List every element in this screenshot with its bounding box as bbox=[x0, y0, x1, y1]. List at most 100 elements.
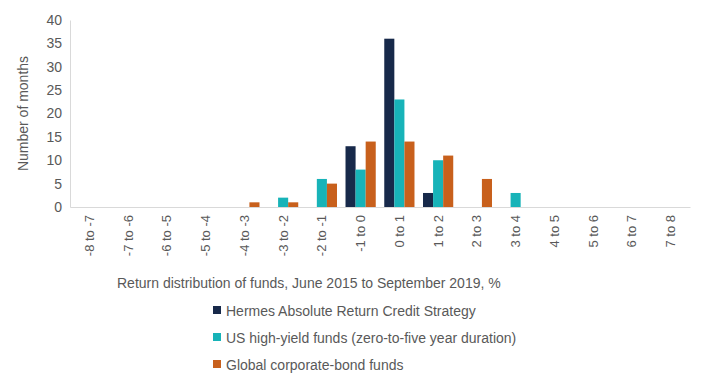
bar bbox=[404, 142, 414, 207]
y-tick-label: 25 bbox=[46, 82, 62, 98]
chart: 0510152025303540-8 to -7-7 to -6-6 to -5… bbox=[0, 0, 710, 381]
legend-swatch bbox=[213, 333, 221, 341]
bar bbox=[249, 202, 259, 207]
y-tick: 5 bbox=[54, 176, 70, 192]
y-tick-label: 15 bbox=[46, 129, 62, 145]
x-tick: 7 to 8 bbox=[663, 207, 678, 248]
y-tick-label: 5 bbox=[54, 176, 62, 192]
bar bbox=[423, 193, 433, 207]
legend-label: Global corporate-bond funds bbox=[226, 357, 403, 373]
bar bbox=[666, 207, 676, 208]
bar bbox=[394, 99, 404, 207]
legend-label: US high-yield funds (zero-to-five year d… bbox=[226, 330, 516, 346]
bar bbox=[366, 142, 376, 207]
x-tick: -7 to -6 bbox=[121, 207, 136, 256]
y-tick-label: 30 bbox=[46, 59, 62, 75]
bar bbox=[113, 207, 123, 208]
y-tick: 20 bbox=[46, 105, 70, 121]
bar bbox=[588, 207, 598, 208]
x-tick-label: 3 to 4 bbox=[508, 215, 523, 248]
y-tick-label: 40 bbox=[46, 12, 62, 28]
legend-swatch bbox=[213, 306, 221, 314]
bar bbox=[433, 160, 443, 207]
bar bbox=[656, 207, 666, 208]
x-tick: -3 to -2 bbox=[276, 207, 291, 256]
x-tick-label: -8 to -7 bbox=[82, 215, 97, 256]
x-tick-label: -6 to -5 bbox=[159, 215, 174, 256]
y-tick-label: 35 bbox=[46, 35, 62, 51]
bar bbox=[278, 198, 288, 207]
bar bbox=[559, 207, 569, 208]
bar bbox=[384, 39, 394, 207]
bar bbox=[549, 207, 559, 208]
x-tick-label: -4 to -3 bbox=[237, 215, 252, 256]
x-tick-label: 1 to 2 bbox=[431, 215, 446, 248]
bar bbox=[317, 179, 327, 207]
bar bbox=[637, 207, 647, 208]
bar bbox=[133, 207, 143, 208]
bar bbox=[172, 207, 182, 208]
bar bbox=[501, 207, 511, 208]
y-axis-title: Number of months bbox=[15, 56, 31, 171]
bar bbox=[162, 207, 172, 208]
x-tick-label: -3 to -2 bbox=[276, 215, 291, 256]
x-tick: 5 to 6 bbox=[586, 207, 601, 248]
x-tick: -8 to -7 bbox=[82, 207, 97, 256]
x-tick: 1 to 2 bbox=[431, 207, 446, 248]
y-tick-label: 20 bbox=[46, 105, 62, 121]
bar bbox=[229, 207, 239, 208]
bar bbox=[578, 207, 588, 208]
bar bbox=[617, 207, 627, 208]
bar bbox=[74, 207, 84, 208]
bar bbox=[356, 170, 366, 207]
bar bbox=[346, 146, 356, 207]
bar bbox=[511, 193, 521, 207]
bar bbox=[627, 207, 637, 208]
bars bbox=[249, 39, 520, 207]
x-tick-label: 2 to 3 bbox=[469, 215, 484, 248]
x-tick: 2 to 3 bbox=[469, 207, 484, 248]
bar bbox=[598, 207, 608, 208]
y-axis: 0510152025303540 bbox=[46, 12, 70, 215]
x-axis-line bbox=[71, 207, 691, 208]
y-tick: 35 bbox=[46, 35, 70, 51]
x-tick: -5 to -4 bbox=[198, 207, 213, 256]
x-tick-label: 0 to 1 bbox=[392, 215, 407, 248]
x-tick: 4 to 5 bbox=[547, 207, 562, 248]
bar bbox=[268, 207, 278, 208]
x-axis-title: Return distribution of funds, June 2015 … bbox=[117, 275, 501, 291]
x-tick: -4 to -3 bbox=[237, 207, 252, 256]
x-tick-label: 7 to 8 bbox=[663, 215, 678, 248]
y-tick-label: 10 bbox=[46, 152, 62, 168]
legend-label: Hermes Absolute Return Credit Strategy bbox=[226, 303, 476, 319]
y-tick: 15 bbox=[46, 129, 70, 145]
bar bbox=[211, 207, 221, 208]
x-tick: 6 to 7 bbox=[624, 207, 639, 248]
bar bbox=[84, 207, 94, 208]
y-tick: 30 bbox=[46, 59, 70, 75]
bar-series bbox=[346, 39, 434, 207]
x-tick: 0 to 1 bbox=[392, 207, 407, 248]
legend: Hermes Absolute Return Credit Strategy US… bbox=[213, 303, 516, 373]
bar bbox=[482, 179, 492, 207]
bar bbox=[472, 207, 482, 208]
bar bbox=[191, 207, 201, 208]
x-tick: -1 to 0 bbox=[353, 207, 368, 252]
x-tick-label: 4 to 5 bbox=[547, 215, 562, 248]
x-tick-label: -7 to -6 bbox=[121, 215, 136, 256]
bar bbox=[152, 207, 162, 208]
x-tick-label: 6 to 7 bbox=[624, 215, 639, 248]
x-tick-label: -5 to -4 bbox=[198, 215, 213, 256]
x-tick: 3 to 4 bbox=[508, 207, 523, 248]
bar bbox=[307, 207, 317, 208]
x-tick-label: -2 to -1 bbox=[314, 215, 329, 256]
bar bbox=[462, 207, 472, 208]
y-tick: 25 bbox=[46, 82, 70, 98]
bar bbox=[327, 184, 337, 207]
legend-swatch bbox=[213, 360, 221, 368]
bar bbox=[94, 207, 104, 208]
bar bbox=[676, 207, 686, 208]
x-axis: -8 to -7 -7 to -6 -6 to -5 -5 to -4 -4 to -3… bbox=[71, 207, 691, 256]
bar-series bbox=[249, 142, 492, 207]
y-tick: 40 bbox=[46, 12, 70, 28]
